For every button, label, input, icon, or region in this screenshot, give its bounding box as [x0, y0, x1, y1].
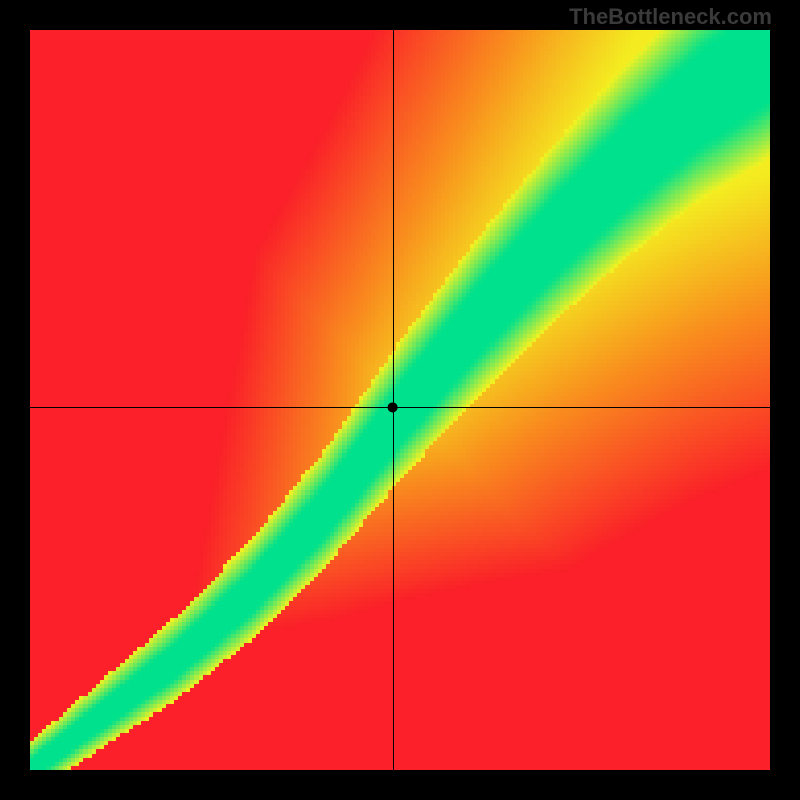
chart-container: TheBottleneck.com — [0, 0, 800, 800]
heatmap-canvas — [0, 0, 800, 800]
watermark-text: TheBottleneck.com — [569, 4, 772, 30]
